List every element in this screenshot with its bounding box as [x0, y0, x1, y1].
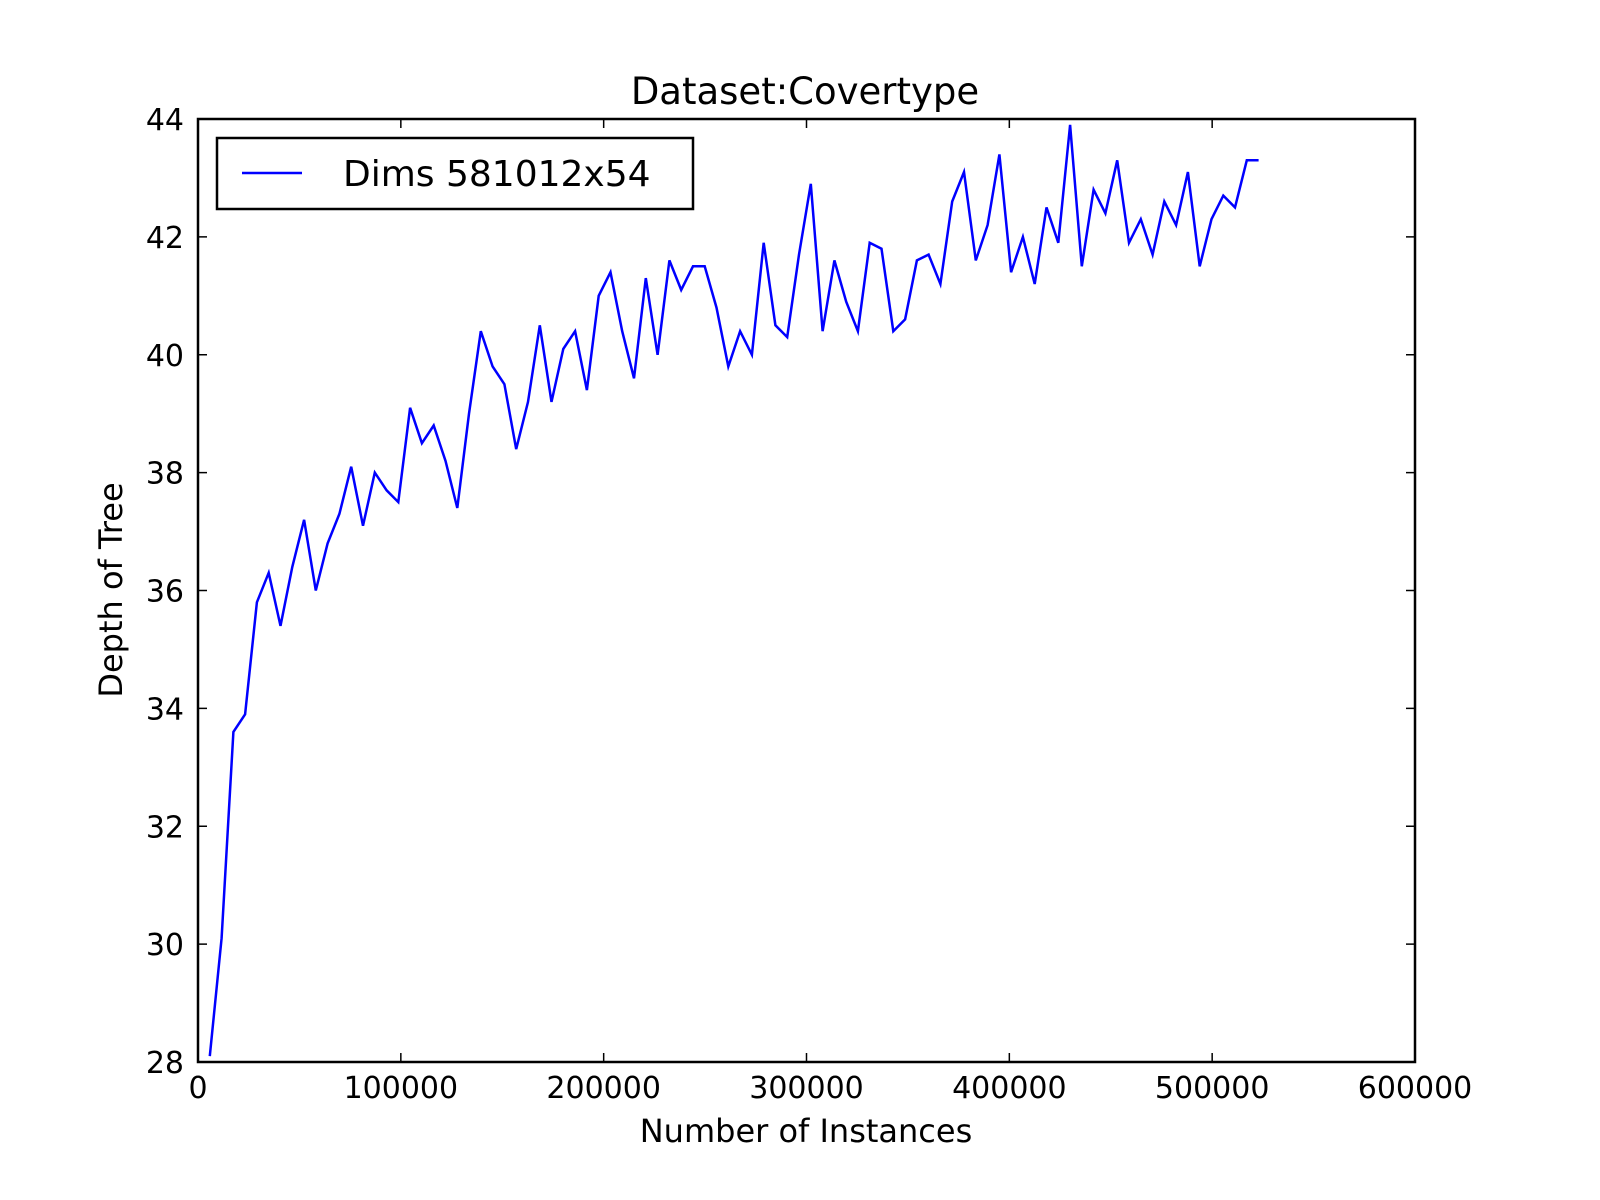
y-axis-title: Depth of Tree: [92, 482, 130, 697]
y-tick-label: 38: [146, 457, 184, 492]
y-tick-label: 44: [146, 103, 184, 138]
y-tick-label: 28: [146, 1046, 184, 1081]
y-tick-label: 32: [146, 810, 184, 845]
plot-frame: [196, 117, 1417, 1064]
y-tick-label: 42: [146, 221, 184, 256]
series-layer: [208, 124, 1259, 1057]
x-tick-label: 100000: [344, 1071, 459, 1106]
series-line: [208, 124, 1259, 1057]
x-tick-labels: 0 100000 200000 300000 400000 500000 600000: [188, 1071, 1472, 1106]
y-tick-labels: 28 30 32 34 36 38 40 42 44: [146, 103, 184, 1081]
x-tick-label: 200000: [546, 1071, 661, 1106]
plot-area: [196, 117, 1417, 1064]
y-tick-label: 40: [146, 339, 184, 374]
legend: Dims 581012x54: [215, 136, 695, 211]
x-tick-label: 400000: [952, 1071, 1067, 1106]
x-tick-label: 500000: [1155, 1071, 1270, 1106]
y-tick-label: 36: [146, 575, 184, 610]
y-tick-label: 34: [146, 692, 184, 727]
x-tick-label: 600000: [1358, 1071, 1473, 1106]
x-axis-title: Number of Instances: [640, 1112, 973, 1150]
x-tick-label: 300000: [749, 1071, 864, 1106]
legend-label: Dims 581012x54: [343, 154, 651, 195]
chart-title: Dataset:Covertype: [631, 70, 979, 113]
x-tick-label: 0: [188, 1071, 207, 1106]
y-tick-label: 30: [146, 928, 184, 963]
